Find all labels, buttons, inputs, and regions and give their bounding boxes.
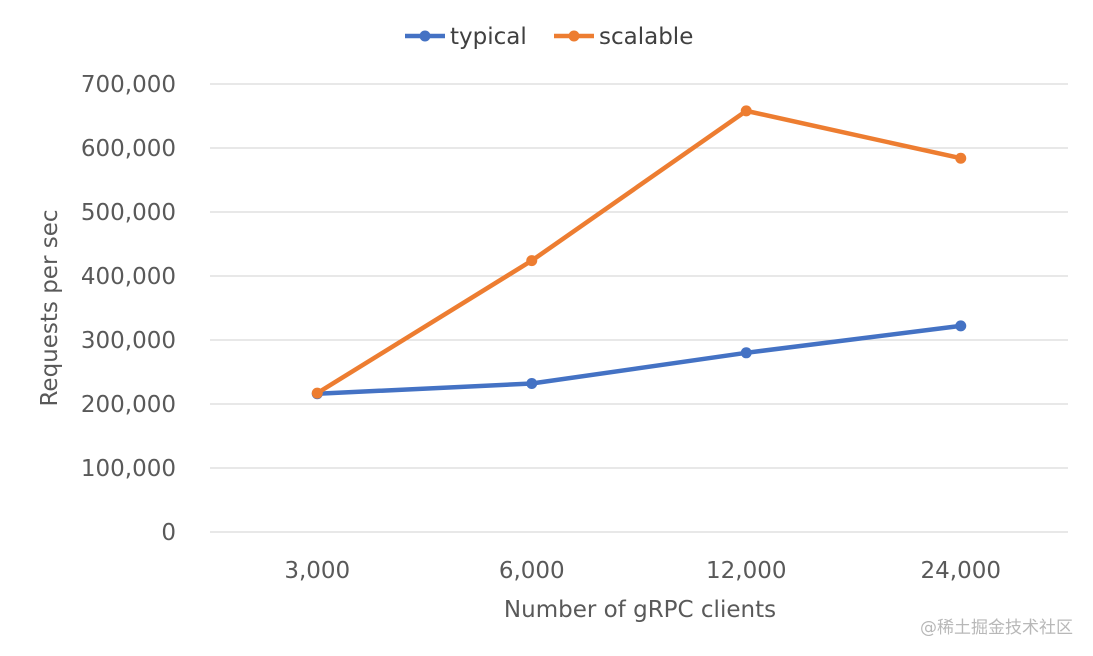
y-axis-title: Requests per sec (37, 209, 63, 406)
gridlines (210, 83, 1068, 533)
legend-swatch-marker (568, 30, 580, 42)
watermark: @稀土掘金技术社区 (920, 618, 1073, 638)
series-line-scalable (315, 108, 963, 396)
data-point-scalable (311, 387, 323, 399)
y-tick-label: 700,000 (81, 72, 176, 98)
legend: typical scalable (405, 24, 693, 50)
y-axis-ticks: 0 100,000 200,000 300,000 400,000 500,000 600,… (81, 72, 176, 546)
data-point-scalable (740, 105, 752, 117)
legend-swatch-marker (419, 30, 431, 42)
data-point-typical (526, 378, 538, 390)
data-point-typical (955, 320, 967, 332)
x-axis-ticks: 3,000 6,000 12,000 24,000 (284, 558, 1001, 584)
x-tick-label: 24,000 (921, 558, 1001, 584)
x-axis-title: Number of gRPC clients (504, 597, 776, 623)
series-scalable (311, 105, 967, 399)
data-point-typical (740, 347, 752, 359)
data-point-scalable (526, 255, 538, 267)
y-tick-label: 0 (161, 520, 176, 546)
series-line-typical (315, 323, 963, 397)
y-tick-label: 400,000 (81, 264, 176, 290)
x-tick-label: 12,000 (706, 558, 786, 584)
y-tick-label: 600,000 (81, 136, 176, 162)
x-tick-label: 6,000 (499, 558, 565, 584)
legend-label: typical (450, 24, 527, 50)
y-tick-label: 200,000 (81, 392, 176, 418)
legend-item-typical: typical (405, 24, 527, 50)
data-point-scalable (955, 152, 967, 164)
series-typical (311, 320, 967, 400)
y-tick-label: 300,000 (81, 328, 176, 354)
y-tick-label: 500,000 (81, 200, 176, 226)
series-layer (311, 105, 967, 400)
x-tick-label: 3,000 (284, 558, 350, 584)
legend-label: scalable (599, 24, 693, 50)
y-tick-label: 100,000 (81, 456, 176, 482)
legend-item-scalable: scalable (554, 24, 693, 50)
